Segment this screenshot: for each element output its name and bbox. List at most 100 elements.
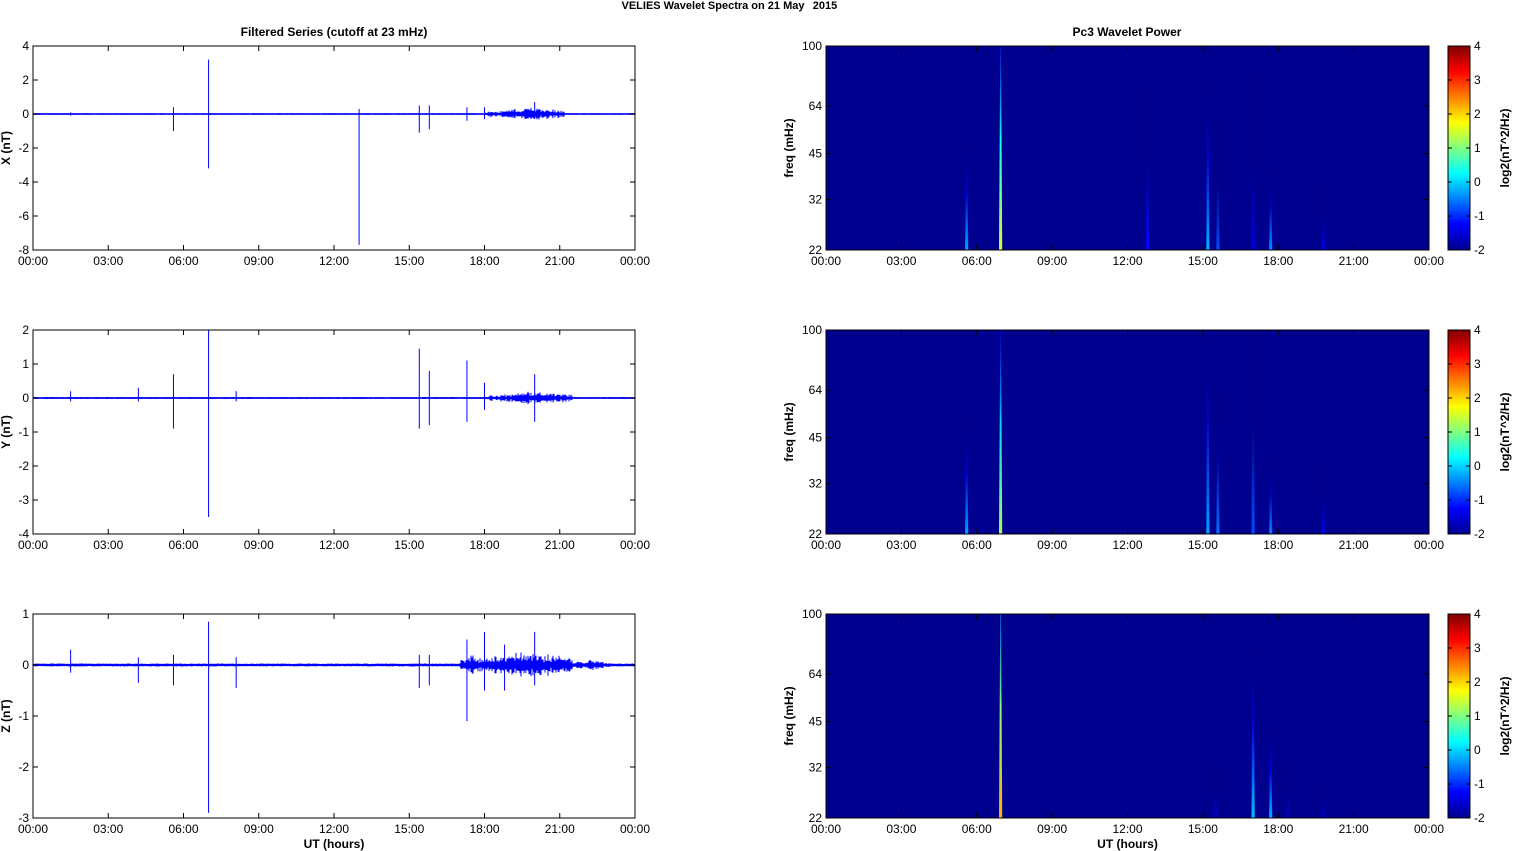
wavelet-x-spectrum-background	[826, 46, 1429, 250]
series-z-ytick-label: 1	[22, 607, 29, 621]
wavelet-y-colorbar-tick-label: 4	[1474, 323, 1481, 337]
series-z-xtick-label: 00:00	[620, 822, 650, 836]
series-x-ytick-label: 4	[22, 39, 29, 53]
wavelet-y-ytick-label: 64	[809, 383, 823, 397]
series-y-plot-area	[33, 330, 635, 534]
wavelet-x-power-streak	[1269, 169, 1273, 250]
wavelet-z-colorbar-tick-label: 0	[1474, 743, 1481, 757]
series-x-ytick-label: -6	[18, 209, 29, 223]
wavelet-x-colorbar-tick-label: 4	[1474, 39, 1481, 53]
series-x-ytick-label: 0	[22, 107, 29, 121]
wavelet-z-power-streak	[1286, 767, 1290, 818]
wavelet-y-colorbar-tick-label: 1	[1474, 425, 1481, 439]
series-x-xtick-label: 18:00	[469, 254, 499, 268]
wavelet-x-ytick-label: 45	[809, 147, 823, 161]
series-x-ylabel: X (nT)	[0, 131, 13, 165]
wavelet-x-xtick-label: 15:00	[1188, 254, 1218, 268]
wavelet-y-ytick-label: 32	[809, 477, 823, 491]
series-y-xtick-label: 09:00	[244, 538, 274, 552]
wavelet-z-colorbar-tick-label: 1	[1474, 709, 1481, 723]
wavelet-y-power-streak	[1251, 330, 1255, 534]
series-y-xtick-label: 12:00	[319, 538, 349, 552]
wavelet-y-xtick-label: 00:00	[1414, 538, 1444, 552]
wavelet-z-xtick-label: 12:00	[1112, 822, 1142, 836]
wavelet-x-ytick-label: 32	[809, 193, 823, 207]
wavelet-y-xtick-label: 12:00	[1112, 538, 1142, 552]
wavelet-y-colorbar-tick-label: 2	[1474, 391, 1481, 405]
wavelet-z-xtick-label: 18:00	[1263, 822, 1293, 836]
series-x-ytick-label: -2	[18, 141, 29, 155]
series-x-xtick-label: 09:00	[244, 254, 274, 268]
series-y-ytick-label: 1	[22, 357, 29, 371]
wavelet-x-xtick-label: 03:00	[886, 254, 916, 268]
series-y-xtick-label: 00:00	[620, 538, 650, 552]
wavelet-z-xtick-label: 15:00	[1188, 822, 1218, 836]
series-z-ytick-label: 0	[22, 658, 29, 672]
series-y-xtick-label: 00:00	[18, 538, 48, 552]
wavelet-z-xtick-label: 03:00	[886, 822, 916, 836]
series-z-xtick-label: 21:00	[545, 822, 575, 836]
series-y-ytick-label: 2	[22, 323, 29, 337]
series-y-ytick-label: 0	[22, 391, 29, 405]
left-column-title: Filtered Series (cutoff at 23 mHz)	[241, 25, 428, 39]
wavelet-y-xtick-label: 21:00	[1339, 538, 1369, 552]
wavelet-y-xtick-label: 03:00	[886, 538, 916, 552]
wavelet-x-power-streak	[1216, 126, 1220, 250]
wavelet-z-xtick-label: 21:00	[1339, 822, 1369, 836]
wavelet-y-xtick-label: 00:00	[811, 538, 841, 552]
wavelet-y-power-streak	[1216, 398, 1220, 534]
wavelet-z-power-streak	[999, 614, 1003, 818]
series-z-ytick-label: -2	[18, 760, 29, 774]
series-z-xtick-label: 09:00	[244, 822, 274, 836]
wavelet-z-xtick-label: 00:00	[1414, 822, 1444, 836]
series-x-xtick-label: 06:00	[168, 254, 198, 268]
wavelet-x-power-streak	[1321, 176, 1326, 250]
wavelet-y-power-streak	[1206, 330, 1210, 534]
wavelet-z-ytick-label: 45	[809, 715, 823, 729]
wavelet-x-colorbar-tick-label: -1	[1474, 209, 1485, 223]
wavelet-x-ytick-label: 64	[809, 99, 823, 113]
series-z-xtick-label: 00:00	[18, 822, 48, 836]
wavelet-z-ytick-label: 22	[809, 811, 823, 825]
wavelet-x-xtick-label: 00:00	[811, 254, 841, 268]
wavelet-x-xtick-label: 12:00	[1112, 254, 1142, 268]
series-z-xtick-label: 03:00	[93, 822, 123, 836]
wavelet-x-colorbar-label: log2(nT^2/Hz)	[1498, 108, 1512, 187]
series-y-ytick-label: -2	[18, 459, 29, 473]
series-z-panel: 10-1-2-300:00 03:00 06:00 09:00 12:00 15:00 18…	[0, 607, 650, 851]
wavelet-x-power-streak	[1146, 67, 1150, 250]
wavelet-x-power-streak	[1251, 76, 1255, 250]
wavelet-x-ytick-label: 100	[802, 39, 822, 53]
series-z-ytick-label: -3	[18, 811, 29, 825]
wavelet-y-colorbar-tick-label: -2	[1474, 527, 1485, 541]
wavelet-y-xtick-label: 18:00	[1263, 538, 1293, 552]
wavelet-z-colorbar-tick-label: -2	[1474, 811, 1485, 825]
series-x-ytick-label: 2	[22, 73, 29, 87]
wavelet-z-colorbar-tick-label: -1	[1474, 777, 1485, 791]
wavelet-y-xtick-label: 06:00	[962, 538, 992, 552]
series-y-ytick-label: -1	[18, 425, 29, 439]
series-x-xtick-label: 00:00	[620, 254, 650, 268]
wavelet-y-colorbar-tick-label: 3	[1474, 357, 1481, 371]
wavelet-y-ytick-label: 22	[809, 527, 823, 541]
wavelet-z-power-streak	[1251, 652, 1255, 818]
wavelet-x-ytick-label: 22	[809, 243, 823, 257]
wavelet-x-colorbar-tick-label: 1	[1474, 141, 1481, 155]
wavelet-y-ytick-label: 45	[809, 431, 823, 445]
wavelet-x-xtick-label: 00:00	[1414, 254, 1444, 268]
series-z-ytick-label: -1	[18, 709, 29, 723]
series-y-ylabel: Y (nT)	[0, 415, 13, 449]
wavelet-y-power-streak	[965, 423, 969, 534]
series-x-ytick-label: -4	[18, 175, 29, 189]
series-z-xlabel: UT (hours)	[304, 837, 365, 851]
series-x-xtick-label: 15:00	[394, 254, 424, 268]
suptitle-right: 2015	[813, 0, 837, 12]
wavelet-x-colorbar: 4 3 2 1 0 -1 -2 log2(nT^2/Hz)	[1447, 39, 1512, 257]
wavelet-x-xtick-label: 21:00	[1339, 254, 1369, 268]
wavelet-x-xtick-label: 09:00	[1037, 254, 1067, 268]
wavelet-z-xtick-label: 09:00	[1037, 822, 1067, 836]
wavelet-y-colorbar: 4 3 2 1 0 -1 -2 log2(nT^2/Hz)	[1447, 323, 1512, 541]
series-y-xtick-label: 15:00	[394, 538, 424, 552]
series-y-ytick-label: -3	[18, 493, 29, 507]
